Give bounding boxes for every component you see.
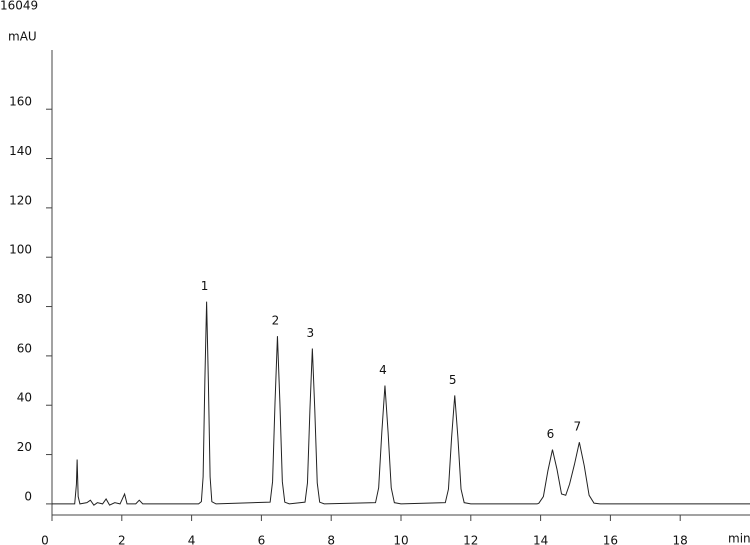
- peak-label: 7: [574, 420, 582, 434]
- y-tick-label: 0: [24, 489, 32, 503]
- y-tick-label: 100: [9, 243, 32, 257]
- peak-label: 3: [307, 326, 315, 340]
- peak-label: 5: [449, 373, 457, 387]
- peak-label: 2: [272, 314, 280, 328]
- signal-trace: [52, 301, 750, 506]
- y-tick-label: 140: [9, 144, 32, 158]
- x-tick-label: 18: [673, 534, 688, 545]
- x-tick-label: 2: [118, 534, 126, 545]
- peak-label: 1: [201, 279, 209, 293]
- y-tick-label: 60: [17, 341, 32, 355]
- y-tick-label: 80: [17, 292, 32, 306]
- x-axis-label: min: [728, 532, 750, 545]
- y-tick-label: 40: [17, 391, 32, 405]
- peak-label: 4: [379, 363, 387, 377]
- x-tick-label: 4: [188, 534, 196, 545]
- y-tick-label: 120: [9, 193, 32, 207]
- x-tick-label: 16: [603, 534, 618, 545]
- x-tick-label: 8: [327, 534, 335, 545]
- x-tick-label: 12: [463, 534, 478, 545]
- peak-label: 6: [547, 427, 555, 441]
- y-tick-label: 160: [9, 95, 32, 109]
- x-tick-label: 14: [533, 534, 548, 545]
- y-tick-label: 20: [17, 440, 32, 454]
- x-tick-label: 10: [393, 534, 408, 545]
- top-label: 16049: [0, 0, 38, 13]
- y-axis-label: mAU: [8, 30, 37, 44]
- x-tick-label: 6: [258, 534, 266, 545]
- x-tick-label: 0: [41, 534, 49, 545]
